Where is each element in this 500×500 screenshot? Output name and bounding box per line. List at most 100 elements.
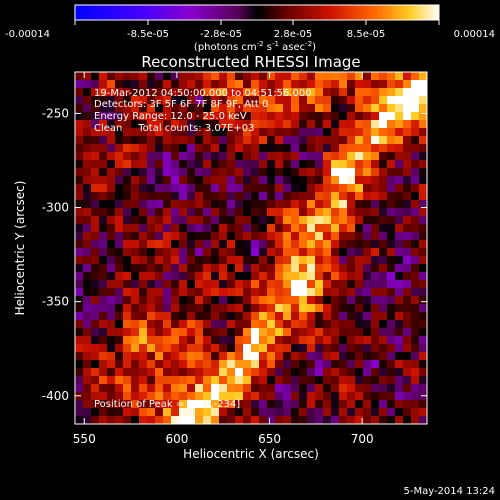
heatmap-cell xyxy=(347,288,356,297)
heatmap-cell xyxy=(243,176,252,185)
heatmap-cell xyxy=(315,408,324,417)
heatmap-cell xyxy=(419,72,427,81)
heatmap-cell xyxy=(291,264,300,273)
heatmap-cell xyxy=(99,376,108,385)
heatmap-cell xyxy=(347,352,356,361)
heatmap-cell xyxy=(171,272,180,281)
x-axis-label: Heliocentric X (arcsec) xyxy=(183,447,319,461)
heatmap-cell xyxy=(331,280,340,289)
heatmap-cell xyxy=(75,328,84,337)
heatmap-cell xyxy=(139,256,148,265)
heatmap-cell xyxy=(259,224,268,233)
heatmap-cell xyxy=(347,360,356,369)
heatmap-cell xyxy=(387,368,396,377)
heatmap-cell xyxy=(283,176,292,185)
heatmap-cell xyxy=(187,240,196,249)
heatmap-cell xyxy=(83,208,92,217)
heatmap-cell xyxy=(163,192,172,201)
heatmap-cell xyxy=(411,392,420,401)
heatmap-cell xyxy=(219,200,228,209)
heatmap-cell xyxy=(187,328,196,337)
heatmap-cell xyxy=(123,120,132,129)
heatmap-cell xyxy=(323,352,332,361)
heatmap-cell xyxy=(411,72,420,81)
heatmap-cell xyxy=(107,208,116,217)
heatmap-cell xyxy=(147,304,156,313)
heatmap-cell xyxy=(91,216,100,225)
heatmap-cell xyxy=(203,320,212,329)
heatmap-cell xyxy=(211,312,220,321)
heatmap-cell xyxy=(291,376,300,385)
heatmap-cell xyxy=(139,208,148,217)
heatmap-cell xyxy=(403,264,412,273)
heatmap-cell xyxy=(411,232,420,241)
heatmap-cell xyxy=(355,352,364,361)
heatmap-cell xyxy=(147,112,156,121)
heatmap-cell xyxy=(187,368,196,377)
heatmap-cell xyxy=(387,88,396,97)
heatmap-cell xyxy=(147,312,156,321)
heatmap-cell xyxy=(195,352,204,361)
heatmap-cell xyxy=(379,184,388,193)
heatmap-cell xyxy=(123,176,132,185)
heatmap-cell xyxy=(267,312,276,321)
heatmap-cell xyxy=(323,264,332,273)
heatmap-cell xyxy=(403,344,412,353)
heatmap-cell xyxy=(123,144,132,153)
heatmap-cell xyxy=(331,272,340,281)
heatmap-cell xyxy=(315,368,324,377)
heatmap-cell xyxy=(387,280,396,289)
heatmap-cell xyxy=(179,176,188,185)
heatmap-cell xyxy=(323,368,332,377)
heatmap-cell xyxy=(411,120,420,129)
heatmap-cell xyxy=(75,176,84,185)
heatmap-cell xyxy=(187,184,196,193)
heatmap-cell xyxy=(379,80,388,89)
heatmap-cell xyxy=(243,208,252,217)
heatmap-cell xyxy=(331,168,340,177)
heatmap-cell xyxy=(83,128,92,137)
heatmap-cell xyxy=(219,288,228,297)
heatmap-cell xyxy=(371,352,380,361)
heatmap-cell xyxy=(147,232,156,241)
heatmap-cell xyxy=(139,400,148,409)
heatmap-cell xyxy=(139,376,148,385)
heatmap-cell xyxy=(91,344,100,353)
heatmap-cell xyxy=(171,232,180,241)
heatmap-cell xyxy=(219,232,228,241)
heatmap-cell xyxy=(347,136,356,145)
heatmap-cell xyxy=(275,256,284,265)
heatmap-cell xyxy=(291,312,300,321)
heatmap-cell xyxy=(139,184,148,193)
heatmap-cell xyxy=(227,392,236,401)
heatmap-cell xyxy=(131,168,140,177)
heatmap-cell xyxy=(395,224,404,233)
heatmap-cell xyxy=(395,80,404,89)
heatmap-cell xyxy=(195,264,204,273)
heatmap-cell xyxy=(219,416,228,424)
heatmap-cell xyxy=(291,72,300,81)
heatmap-cell xyxy=(123,136,132,145)
heatmap-cell xyxy=(123,160,132,169)
heatmap-cell xyxy=(387,296,396,305)
heatmap-cell xyxy=(163,320,172,329)
heatmap-cell xyxy=(115,376,124,385)
heatmap-cell xyxy=(147,408,156,417)
heatmap-cell xyxy=(387,416,396,424)
heatmap-cell xyxy=(123,288,132,297)
heatmap-cell xyxy=(403,352,412,361)
heatmap-cell xyxy=(123,392,132,401)
heatmap-cell xyxy=(115,304,124,313)
heatmap-cell xyxy=(171,264,180,273)
heatmap-cell xyxy=(227,360,236,369)
heatmap-cell xyxy=(235,312,244,321)
heatmap-cell xyxy=(363,112,372,121)
heatmap-cell xyxy=(275,184,284,193)
heatmap-cell xyxy=(379,304,388,313)
heatmap-cell xyxy=(419,104,427,113)
heatmap-cell xyxy=(387,224,396,233)
heatmap-cell xyxy=(155,192,164,201)
heatmap-cell xyxy=(371,216,380,225)
heatmap-cell xyxy=(259,392,268,401)
heatmap-cell xyxy=(411,344,420,353)
